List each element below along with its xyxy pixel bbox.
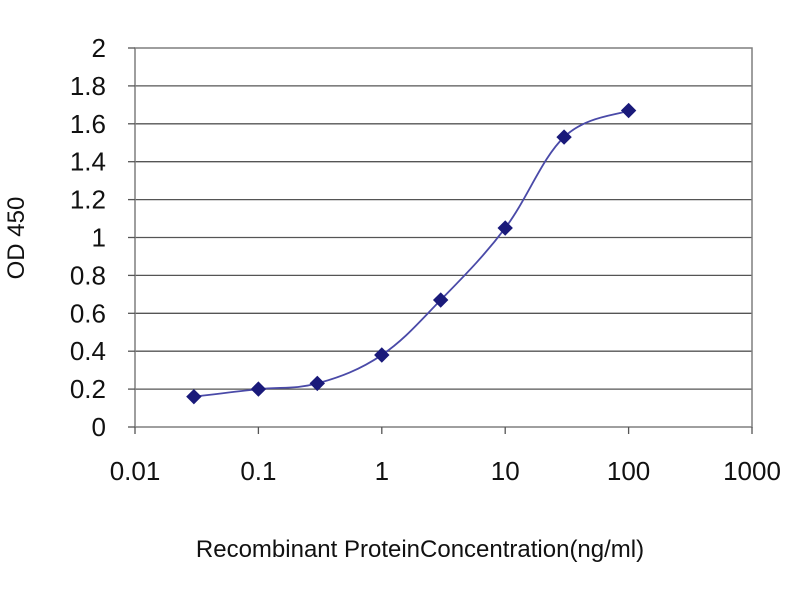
x-tick-label: 0.1 [240,456,276,486]
y-tick-label: 0.8 [70,260,106,290]
series-layer [186,102,637,405]
data-point-marker [497,220,513,236]
x-tick-label: 100 [607,456,650,486]
y-tick-label: 0.6 [70,298,106,328]
y-tick-label: 0.4 [70,336,106,366]
series-line [193,109,629,398]
y-tick-label: 1.4 [70,147,106,177]
x-tick-label: 10 [491,456,520,486]
x-tick-label: 1000 [723,456,781,486]
y-axis-ticks: 0 0.2 0.4 0.6 0.8 1 1.2 1.4 1.6 1.8 2 [70,33,135,442]
x-axis-label: Recombinant ProteinConcentration(ng/ml) [196,536,644,563]
y-tick-label: 0.2 [70,374,106,404]
data-point-marker [432,292,449,308]
grid-lines [135,85,752,390]
data-point-marker [186,388,202,405]
x-axis-ticks: 0.01 0.1 1 10 100 1000 [110,427,781,486]
data-point-marker [309,375,325,392]
x-tick-label: 0.01 [110,456,161,486]
data-point-marker [556,129,572,145]
y-tick-label: 2 [92,33,106,63]
y-axis-label: OD 450 [3,197,30,280]
y-tick-label: 1.8 [70,71,106,101]
data-point-marker [250,381,267,397]
y-tick-label: 1.2 [70,185,106,215]
data-point-marker [374,347,390,363]
x-tick-label: 1 [375,456,389,486]
y-tick-label: 1.6 [70,109,106,139]
data-point-marker [620,102,637,119]
y-tick-label: 0 [92,412,106,442]
y-tick-label: 1 [92,223,106,253]
